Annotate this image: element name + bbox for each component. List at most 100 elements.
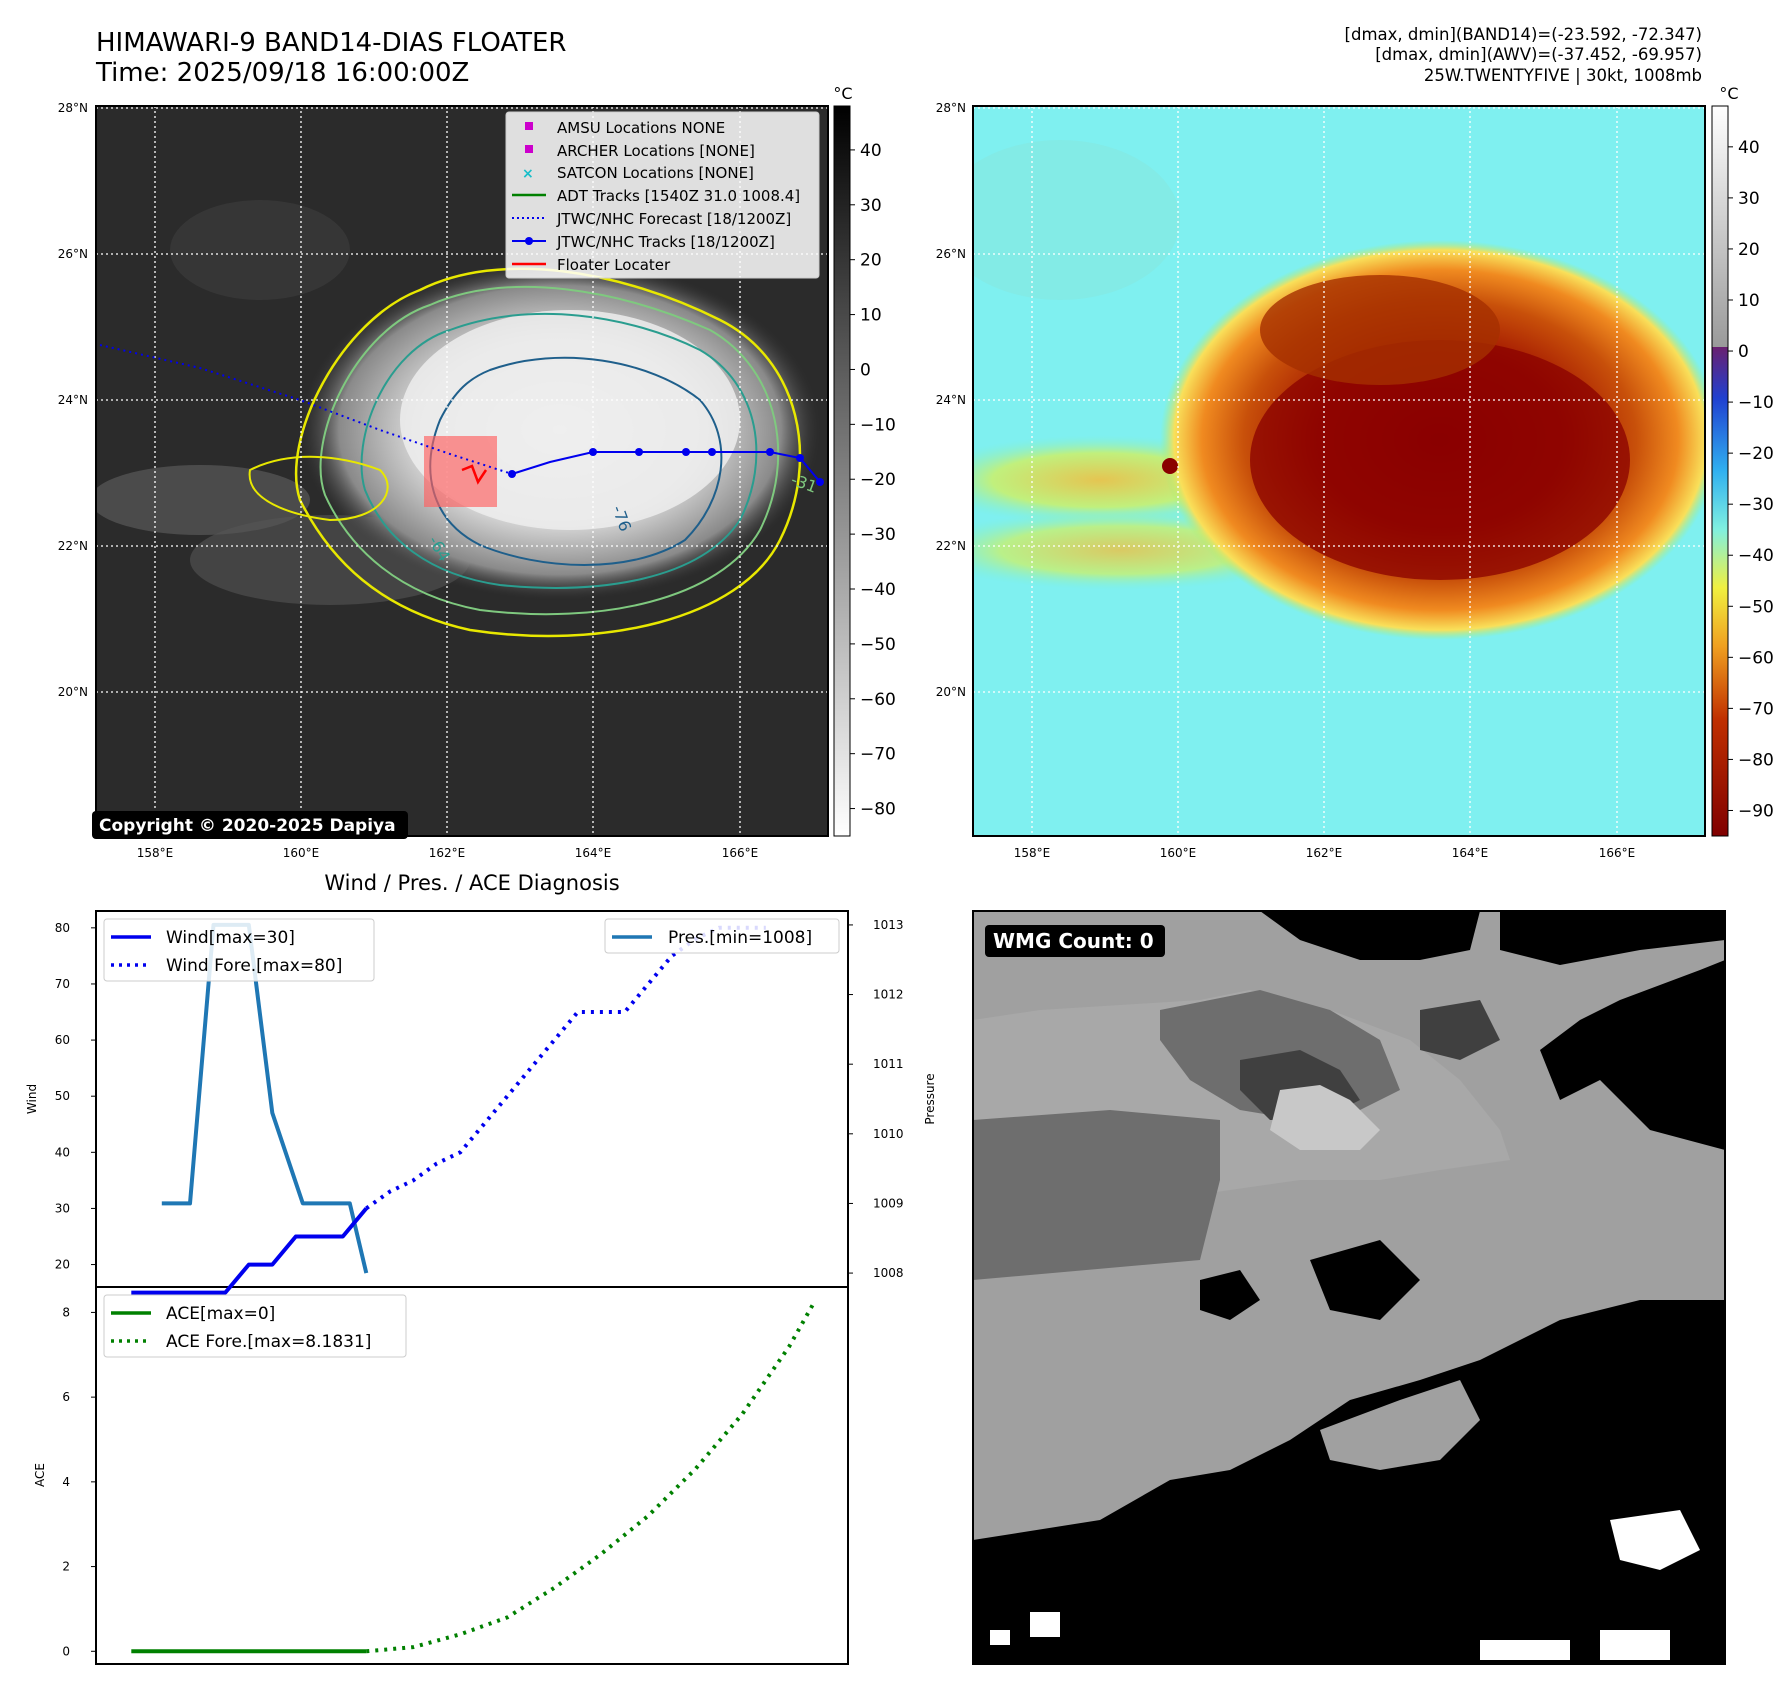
figure-title: HIMAWARI-9 BAND14-DIAS FLOATER: [96, 28, 566, 58]
band14-colorbar-unit: °C: [833, 84, 852, 103]
diagnosis-title: Wind / Pres. / ACE Diagnosis: [324, 871, 619, 895]
band14-lon-158: 158°E: [137, 846, 174, 860]
satcon-marker-icon: ×: [522, 166, 534, 182]
awv-colorbar-tick-label: −30: [1738, 495, 1774, 515]
info-storm: 25W.TWENTYFIVE | 30kt, 1008mb: [1424, 66, 1702, 85]
band14-colorbar-tick-label: 10: [860, 306, 882, 326]
pressure-tick-label: 1013: [873, 918, 904, 932]
awv-colorbar-tick-label: 10: [1738, 291, 1760, 311]
awv-colorbar-tick-label: −90: [1738, 801, 1774, 821]
pressure-ticks: 1008 1009 1010 1011 1012 1013: [848, 918, 904, 1280]
wind-tick-label: 50: [55, 1089, 70, 1103]
awv-colorbar-tick-label: −70: [1738, 699, 1774, 719]
wmg-count-badge: [985, 925, 1165, 957]
band14-lat-28: 28°N: [58, 101, 88, 115]
awv-lon-162: 162°E: [1306, 846, 1343, 860]
wmg-count-text: WMG Count: 0: [993, 929, 1154, 953]
pressure-tick-label: 1012: [873, 988, 904, 1002]
ace-ylabel: ACE: [33, 1463, 47, 1487]
contour-lightgreen: [319, 286, 780, 616]
awv-colorbar-tick-label: −10: [1738, 393, 1774, 413]
awv-lat-26: 26°N: [936, 247, 966, 261]
ace-legend: ACE[max=0] ACE Fore.[max=8.1831]: [103, 1294, 407, 1358]
jtwc-track-points: [508, 448, 824, 486]
legend-wind: Wind[max=30]: [166, 928, 295, 948]
copyright-badge: [92, 811, 408, 839]
legend-forecast: JTWC/NHC Forecast [18/1200Z]: [556, 210, 791, 228]
wind-legend: Wind[max=30] Wind Fore.[max=80]: [103, 918, 375, 982]
pressure-tick-label: 1010: [873, 1127, 904, 1141]
amsu-marker-icon: [525, 122, 533, 130]
band14-colorbar-tick-label: 40: [860, 141, 882, 161]
wind-tick-label: 70: [55, 977, 70, 991]
floater-locater-track: [461, 464, 488, 485]
band14-colorbar: [833, 105, 851, 837]
band14-colorbar-tick-label: −60: [860, 690, 896, 710]
awv-colorbar: [1711, 105, 1729, 837]
awv-colorbar-ticks: 40 30 20 10 0 −10 −20 −30 −40 −50 −60 −70 −80 −90: [1728, 138, 1774, 821]
ace-tick-label: 4: [62, 1475, 70, 1489]
band14-colorbar-tick-label: 0: [860, 360, 871, 380]
band14-lon-164: 164°E: [575, 846, 612, 860]
contour-yellow: [294, 267, 802, 638]
band14-colorbar-tick-label: −70: [860, 745, 896, 765]
band14-colorbar-tick-label: −50: [860, 635, 896, 655]
pressure-tick-label: 1008: [873, 1266, 904, 1280]
legend-ace: ACE[max=0]: [166, 1304, 275, 1324]
awv-gridlines: [973, 106, 1705, 836]
wind-tick-label: 60: [55, 1033, 70, 1047]
pressure-ylabel: Pressure: [923, 1073, 937, 1124]
jtwc-track-line: [511, 451, 821, 483]
wind-tick-label: 20: [55, 1258, 70, 1272]
band14-lat-22: 22°N: [58, 539, 88, 553]
band14-colorbar-tick-label: −20: [860, 470, 896, 490]
archer-marker-icon: [525, 145, 533, 153]
ace-tick-label: 6: [62, 1390, 70, 1404]
awv-panel: 28°N 26°N 24°N 22°N 20°N 158°E 160°E 162…: [936, 84, 1774, 860]
band14-colorbar-tick-label: −10: [860, 415, 896, 435]
diagnosis-panel: Wind / Pres. / ACE Diagnosis Wind Pressu…: [25, 871, 937, 1665]
legend-track: JTWC/NHC Tracks [18/1200Z]: [556, 233, 775, 251]
band14-lat-20: 20°N: [58, 685, 88, 699]
ace-ticks: 0 2 4 6 8: [62, 1305, 96, 1658]
band14-lon-162: 162°E: [429, 846, 466, 860]
awv-colorbar-tick-label: 40: [1738, 138, 1760, 158]
band14-colorbar-tick-label: −30: [860, 525, 896, 545]
awv-colorbar-unit: °C: [1719, 84, 1738, 103]
legend-archer: ARCHER Locations [NONE]: [557, 142, 755, 160]
band14-legend: AMSU Locations NONE ARCHER Locations [NO…: [505, 111, 820, 279]
ace-series-group: [131, 1303, 815, 1654]
awv-colorbar-tick-label: −80: [1738, 750, 1774, 770]
legend-floater: Floater Locater: [557, 256, 671, 274]
wind-tick-label: 30: [55, 1201, 70, 1215]
band14-colorbar-tick-label: 30: [860, 196, 882, 216]
awv-colorbar-tick-label: −60: [1738, 648, 1774, 668]
band14-colorbar-ticks: 40 30 20 10 0 −10 −20 −30 −40 −50 −60 −70 −80: [850, 141, 896, 820]
pressure-legend: Pres.[min=1008]: [604, 918, 840, 954]
wind-series-group: [131, 922, 766, 1295]
awv-colorbar-tick-label: 0: [1738, 342, 1749, 362]
legend-amsu: AMSU Locations NONE: [557, 119, 725, 137]
awv-lat-20: 20°N: [936, 685, 966, 699]
band14-colorbar-tick-label: −80: [860, 800, 896, 820]
legend-adt: ADT Tracks [1540Z 31.0 1008.4]: [557, 187, 800, 205]
contour-darkblue: [429, 356, 723, 566]
awv-lat-24: 24°N: [936, 393, 966, 407]
awv-lat-22: 22°N: [936, 539, 966, 553]
pressure-tick-label: 1011: [873, 1057, 904, 1071]
contour-teal: [360, 312, 758, 589]
wmg-black-region-south: [973, 1300, 1725, 1664]
ace-tick-label: 2: [62, 1560, 70, 1574]
info-awv-range: [dmax, dmin](AWV)=(-37.452, -69.957): [1375, 45, 1702, 64]
legend-ace-forecast: ACE Fore.[max=8.1831]: [166, 1332, 371, 1352]
ace-tick-label: 0: [62, 1644, 70, 1658]
legend-wind-forecast: Wind Fore.[max=80]: [166, 956, 342, 976]
awv-lon-164: 164°E: [1452, 846, 1489, 860]
awv-lon-158: 158°E: [1014, 846, 1051, 860]
band14-panel: -76 -64 -31 AMSU Locations NONE ARCHER L…: [58, 84, 896, 860]
awv-colorbar-tick-label: 20: [1738, 240, 1760, 260]
band14-colorbar-tick-label: −40: [860, 580, 896, 600]
awv-lon-166: 166°E: [1599, 846, 1636, 860]
forecast-track-line: [99, 344, 513, 475]
